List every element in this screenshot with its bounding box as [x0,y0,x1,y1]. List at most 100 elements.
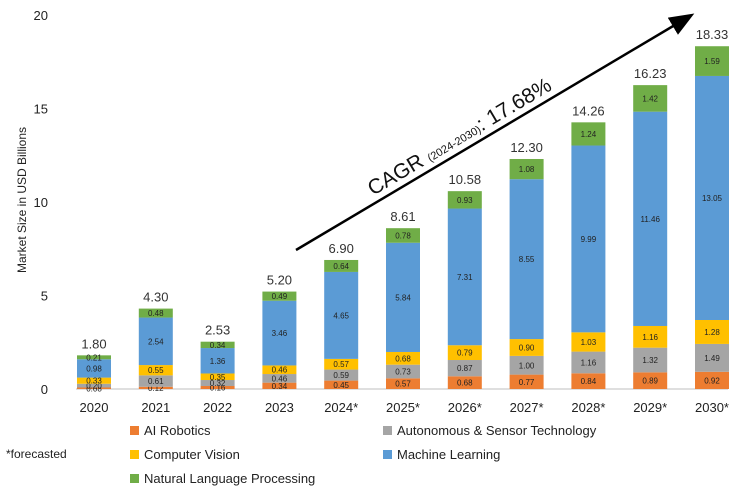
segment-value-label: 0.87 [457,364,473,373]
x-tick-label: 2026* [448,400,482,415]
x-tick-label: 2022 [203,400,232,415]
x-tick-label: 2029* [633,400,667,415]
segment-value-label: 0.46 [272,374,288,383]
y-tick-label: 5 [41,289,48,304]
segment-value-label: 0.57 [333,360,349,369]
segment-value-label: 0.32 [210,379,226,388]
legend-label: Natural Language Processing [144,471,315,486]
segment-value-label: 1.36 [210,357,226,366]
bar-stack: 0.340.460.463.460.495.20 [262,273,297,391]
legend-item: Machine Learning [383,447,500,462]
segment-value-label: 0.12 [148,384,164,393]
y-tick-label: 20 [34,8,48,23]
bar-stack: 0.080.200.33 0.98 0.21 1.80 [77,336,111,393]
x-tick-label: 2021 [141,400,170,415]
segment-value-label: 1.49 [704,354,720,363]
bar-stack: 0.450.59 0.57 4.65 0.64 6.90 [324,241,359,390]
x-tick-label: 2024* [324,400,358,415]
bar-segment [633,85,668,112]
bar-segment [509,158,544,180]
bar-stack: 0.77 1.00 0.90 8.55 1.08 12.30 [509,140,544,389]
segment-value-label: 0.77 [519,378,535,387]
bar-segment [509,355,544,375]
bar-segment [200,348,235,374]
segment-value-label: 0.89 [642,377,658,386]
segment-value-label: 1.08 [519,165,535,174]
segment-value-label: 0.49 [272,292,288,301]
segment-value-label: 1.03 [581,338,597,347]
bar-segment [200,380,235,387]
total-value-label: 5.20 [267,273,292,288]
bar-segment [262,374,297,383]
y-tick-label: 15 [34,102,48,117]
bar-segment [695,319,729,344]
segment-value-label: 7.31 [457,273,473,282]
bar-stack: 0.92 1.49 1.28 13.05 1.59 18.33 [695,27,729,389]
total-value-label: 10.58 [449,172,482,187]
bar-stack: 0.120.61 0.55 2.54 0.48 4.30 [138,290,173,393]
bar-segment [695,371,729,389]
segment-value-label: 0.98 [86,364,102,373]
segment-value-label: 0.68 [457,379,473,388]
bar-segment [571,373,606,389]
legend-item: AI Robotics [130,423,211,438]
footnote: *forecasted [6,447,67,461]
bar-segment [386,364,420,379]
segment-value-label: 1.59 [704,57,720,66]
legend-swatch [130,426,139,435]
bar-segment [509,179,544,340]
total-value-label: 16.23 [634,66,667,81]
x-tick-label: 2025* [386,400,420,415]
y-tick-label: 0 [41,382,48,397]
total-value-label: 18.33 [696,27,729,42]
segment-value-label: 2.54 [148,337,164,346]
bar-segment [324,259,359,272]
segment-value-label: 0.61 [148,377,164,386]
total-value-label: 1.80 [81,336,106,351]
segment-value-label: 0.78 [395,231,411,240]
total-value-label: 2.53 [205,323,230,338]
cagr-prefix: CAGR [364,147,433,201]
segment-value-label: 0.64 [333,262,349,271]
bar-segment [262,365,297,375]
bar-segment [77,355,111,360]
segment-value-label: 0.90 [519,343,535,352]
x-tick-label: 2027* [510,400,544,415]
bar-segment [386,228,420,243]
total-value-label: 8.61 [390,209,415,224]
legend-swatch [130,450,139,459]
bar-segment [633,111,668,326]
segment-value-label: 0.79 [457,349,473,358]
legend-item: Computer Vision [130,447,240,462]
bar-stack: 0.160.320.35 1.36 0.34 2.53 [200,323,235,393]
bar-segment [633,372,668,389]
bar-segment [77,359,111,378]
bar-segment [138,365,173,376]
segment-value-label: 1.16 [581,358,597,367]
bar-segment [509,374,544,389]
segment-value-label: 0.59 [333,371,349,380]
segment-value-label: 0.34 [272,382,288,391]
segment-value-label: 1.32 [642,356,658,365]
segment-value-label: 8.55 [519,255,535,264]
segment-value-label: 3.46 [272,329,288,338]
segment-value-label: 5.84 [395,293,411,302]
segment-value-label: 0.08 [86,384,102,393]
segment-value-label: 0.92 [704,376,720,385]
bar-segment [633,347,668,373]
y-axis: 0 5 10 15 20 [34,8,48,397]
bar-segment [571,122,606,146]
segment-value-label: 1.16 [642,333,658,342]
bar-stack: 0.57 0.73 0.68 5.84 0.78 8.61 [386,209,420,389]
bar-segment [200,341,235,349]
bar-segment [509,339,544,356]
segment-value-label: 0.33 [86,377,102,386]
bar-segment [138,386,173,389]
bar-segment [262,300,297,366]
legend: AI Robotics Autonomous & Sensor Technolog… [130,423,597,486]
legend-label: AI Robotics [144,423,211,438]
segment-value-label: 1.00 [519,361,535,370]
segment-value-label: 0.34 [210,341,226,350]
bar-segment [695,46,729,76]
